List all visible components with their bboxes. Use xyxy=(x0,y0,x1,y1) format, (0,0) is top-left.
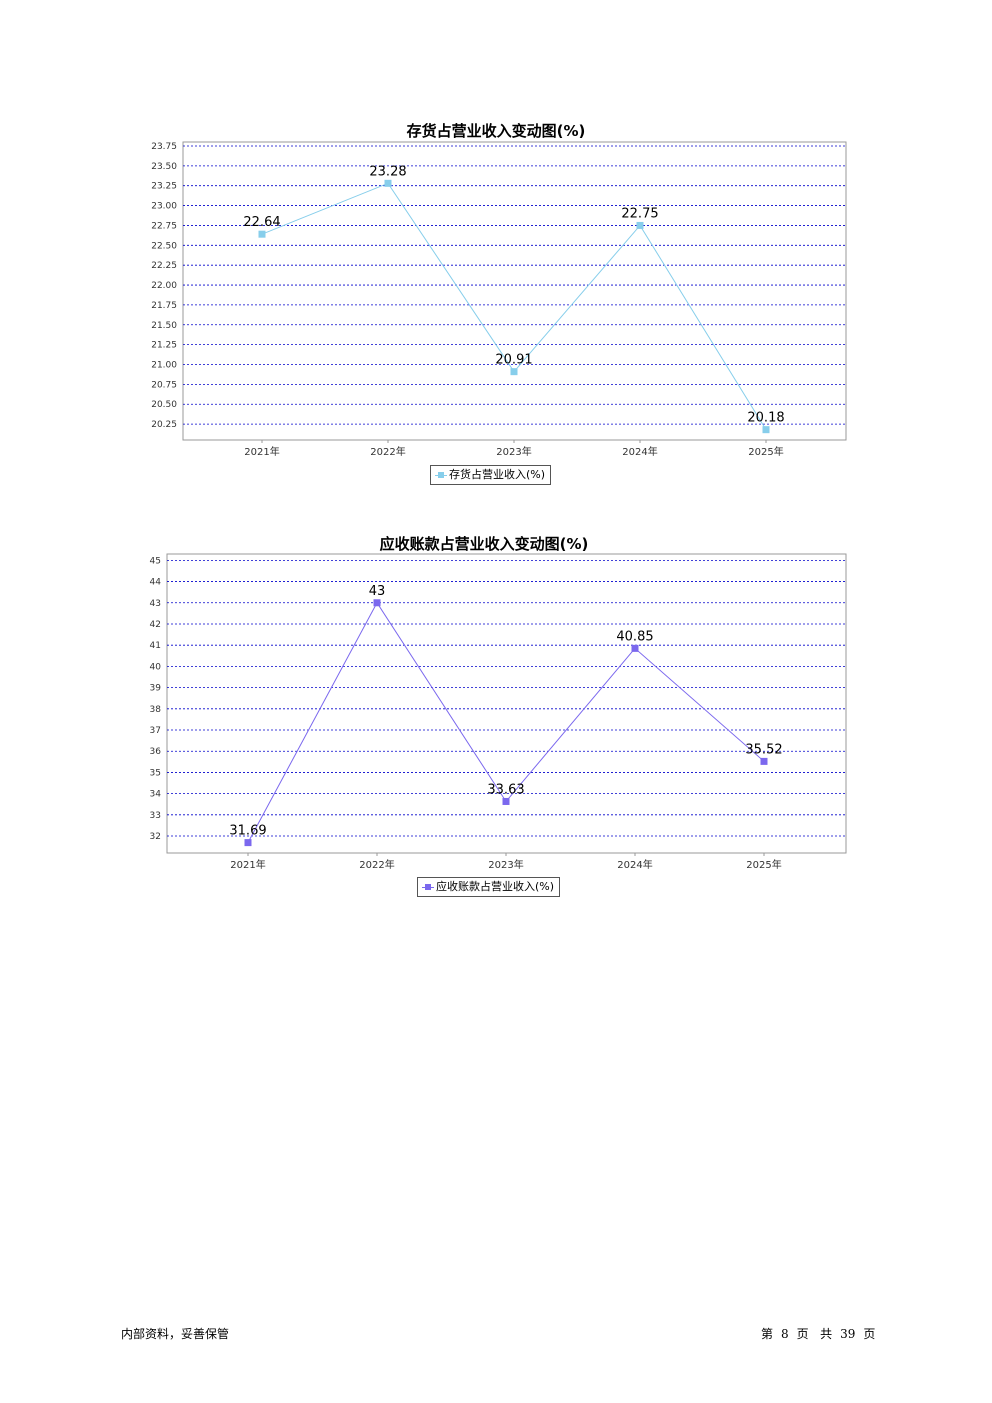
data-label: 22.64 xyxy=(243,215,280,230)
y-tick-label: 22.00 xyxy=(151,281,177,291)
page-unit: 页 xyxy=(796,1327,809,1341)
y-tick-label: 37 xyxy=(150,726,161,736)
inventory-ratio-chart: 23.75 23.50 23.25 23.00 22.75 22.50 22.25 22.00… xyxy=(151,141,847,458)
x-tick-label: 2025年 xyxy=(748,445,783,458)
y-tick-label: 35 xyxy=(150,768,161,778)
y-tick-label: 22.50 xyxy=(151,241,177,251)
y-tick-label: 21.50 xyxy=(151,321,177,331)
data-label: 23.28 xyxy=(369,164,406,179)
y-tick-label: 21.00 xyxy=(151,361,177,371)
y-tick-label: 45 xyxy=(150,556,161,566)
plot-area xyxy=(166,553,847,854)
data-label: 35.52 xyxy=(745,742,782,757)
x-tick-label: 2021年 xyxy=(230,858,265,871)
plot-area xyxy=(182,141,847,441)
x-tick-label: 2024年 xyxy=(617,858,652,871)
y-tick-label: 39 xyxy=(150,684,162,694)
chart-title: 存货占营业收入变动图(%) xyxy=(406,122,586,140)
total-prefix: 共 xyxy=(820,1327,833,1341)
data-label: 33.63 xyxy=(487,782,524,797)
data-point xyxy=(258,230,266,238)
y-tick-label: 20.25 xyxy=(151,420,177,430)
y-tick-label: 22.25 xyxy=(151,261,177,271)
y-tick-label: 21.75 xyxy=(151,301,177,311)
y-tick-label: 22.75 xyxy=(151,221,177,231)
y-tick-label: 43 xyxy=(150,599,161,609)
data-point xyxy=(502,797,510,805)
chart-legend: 存货占营业收入(%) xyxy=(430,465,552,485)
data-point xyxy=(373,599,381,607)
footer-confidential-note: 内部资料，妥善保管 xyxy=(121,1327,230,1341)
y-tick-label: 34 xyxy=(150,790,162,800)
legend-label: 存货占营业收入(%) xyxy=(449,468,546,481)
data-point xyxy=(244,839,252,847)
y-tick-label: 38 xyxy=(150,705,162,715)
total-unit: 页 xyxy=(863,1327,876,1341)
data-point xyxy=(636,221,644,229)
y-tick-label: 23.50 xyxy=(151,162,177,172)
page-number: 8 xyxy=(781,1327,789,1341)
data-point xyxy=(510,368,518,376)
data-point xyxy=(631,644,639,652)
chart-legend: 应收账款占营业收入(%) xyxy=(417,877,561,897)
data-label: 43 xyxy=(369,584,386,599)
x-tick-label: 2025年 xyxy=(746,858,781,871)
data-point xyxy=(384,179,392,187)
y-tick-label: 32 xyxy=(150,832,161,842)
y-tick-label: 20.75 xyxy=(151,380,177,390)
x-tick-label: 2023年 xyxy=(496,445,531,458)
y-tick-label: 42 xyxy=(150,620,161,630)
data-label: 22.75 xyxy=(621,206,658,221)
data-label: 20.18 xyxy=(747,411,784,426)
chart-title: 应收账款占营业收入变动图(%) xyxy=(379,535,589,553)
receivables-ratio-chart: 45 44 43 42 41 40 39 38 37 36 35 34 33 32 2021年 2022年 20… xyxy=(150,553,847,871)
y-tick-label: 23.00 xyxy=(151,202,177,212)
y-tick-label: 36 xyxy=(150,747,162,757)
data-label: 40.85 xyxy=(616,629,653,644)
y-tick-label: 23.25 xyxy=(151,182,177,192)
x-tick-label: 2024年 xyxy=(622,445,657,458)
y-tick-label: 44 xyxy=(150,578,162,588)
y-tick-label: 41 xyxy=(150,641,161,651)
data-point xyxy=(762,426,770,434)
y-tick-label: 23.75 xyxy=(151,142,177,152)
x-tick-label: 2021年 xyxy=(244,445,279,458)
total-pages: 39 xyxy=(840,1327,856,1341)
data-label: 31.69 xyxy=(229,824,266,839)
y-tick-label: 40 xyxy=(150,662,162,672)
legend-label: 应收账款占营业收入(%) xyxy=(436,880,555,893)
legend-swatch xyxy=(422,883,434,890)
y-tick-label: 33 xyxy=(150,811,161,821)
y-tick-label: 21.25 xyxy=(151,341,177,351)
x-tick-label: 2023年 xyxy=(488,858,523,871)
data-point xyxy=(760,757,768,765)
y-tick-label: 20.50 xyxy=(151,400,177,410)
legend-swatch xyxy=(435,471,447,478)
page-prefix: 第 xyxy=(761,1327,774,1341)
x-tick-label: 2022年 xyxy=(359,858,394,871)
x-tick-label: 2022年 xyxy=(370,445,405,458)
data-label: 20.91 xyxy=(495,353,532,368)
